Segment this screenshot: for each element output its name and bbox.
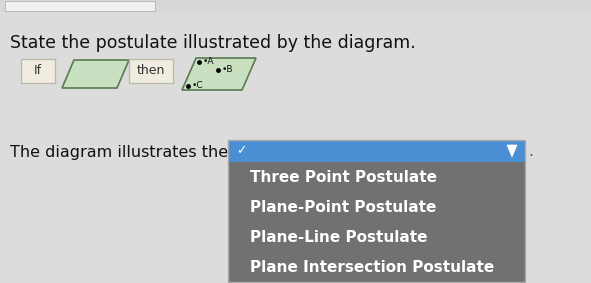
Text: Plane-Line Postulate: Plane-Line Postulate xyxy=(250,230,427,245)
Text: •C: •C xyxy=(192,82,204,91)
Polygon shape xyxy=(62,60,129,88)
Text: Plane-Point Postulate: Plane-Point Postulate xyxy=(250,200,436,215)
Text: then: then xyxy=(137,65,165,78)
Text: •B: •B xyxy=(222,65,233,74)
Text: ✓: ✓ xyxy=(236,145,246,158)
FancyBboxPatch shape xyxy=(228,140,525,162)
FancyBboxPatch shape xyxy=(129,59,173,83)
FancyBboxPatch shape xyxy=(0,12,591,283)
FancyBboxPatch shape xyxy=(21,59,55,83)
Text: State the postulate illustrated by the diagram.: State the postulate illustrated by the d… xyxy=(10,34,415,52)
Polygon shape xyxy=(507,145,517,157)
Text: Three Point Postulate: Three Point Postulate xyxy=(250,170,437,185)
Text: The diagram illustrates the: The diagram illustrates the xyxy=(10,145,228,160)
Text: Plane Intersection Postulate: Plane Intersection Postulate xyxy=(250,260,494,275)
FancyBboxPatch shape xyxy=(5,1,155,11)
FancyBboxPatch shape xyxy=(228,162,525,282)
Text: •A: •A xyxy=(203,57,215,67)
FancyBboxPatch shape xyxy=(0,0,591,12)
Text: If: If xyxy=(34,65,42,78)
Polygon shape xyxy=(182,58,256,90)
Text: .: . xyxy=(528,143,533,158)
